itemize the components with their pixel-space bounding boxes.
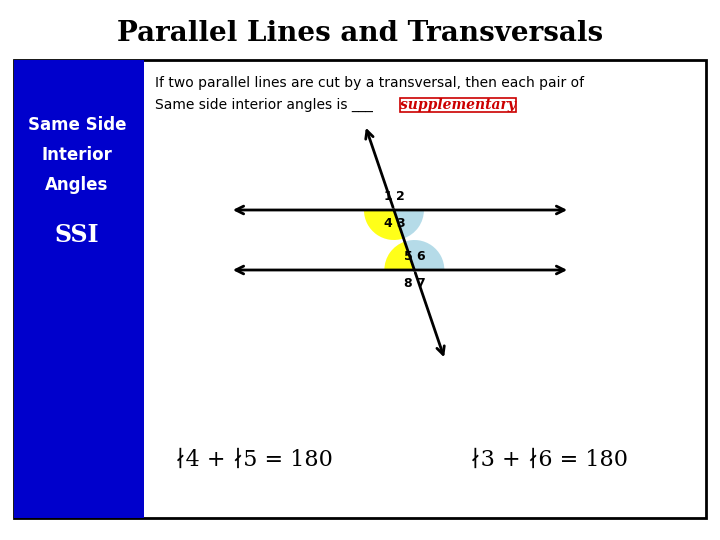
Text: 3: 3 [396,217,405,230]
Wedge shape [405,240,444,270]
Text: 8: 8 [404,277,413,290]
Text: 1: 1 [383,190,392,203]
Text: ∤3 + ∤6 = 180: ∤3 + ∤6 = 180 [470,449,628,471]
Text: Interior: Interior [42,146,112,164]
Text: 2: 2 [396,190,405,203]
Text: Parallel Lines and Transversals: Parallel Lines and Transversals [117,20,603,47]
Text: supplementary: supplementary [400,98,516,112]
Text: SSI: SSI [55,223,99,247]
Text: Same Side: Same Side [28,116,126,134]
Bar [14,60,706,518]
Text: 7: 7 [416,277,425,290]
Bar [14,60,144,518]
Wedge shape [364,210,404,240]
Text: 4: 4 [383,217,392,230]
Text: Angles: Angles [45,176,109,194]
Text: 5: 5 [404,250,413,263]
Wedge shape [384,241,415,270]
Text: ∤4 + ∤5 = 180: ∤4 + ∤5 = 180 [175,449,333,471]
Wedge shape [394,210,424,238]
Text: If two parallel lines are cut by a transversal, then each pair of: If two parallel lines are cut by a trans… [155,76,584,90]
Text: Same side interior angles is ___: Same side interior angles is ___ [155,98,373,112]
Text: 6: 6 [416,250,425,263]
